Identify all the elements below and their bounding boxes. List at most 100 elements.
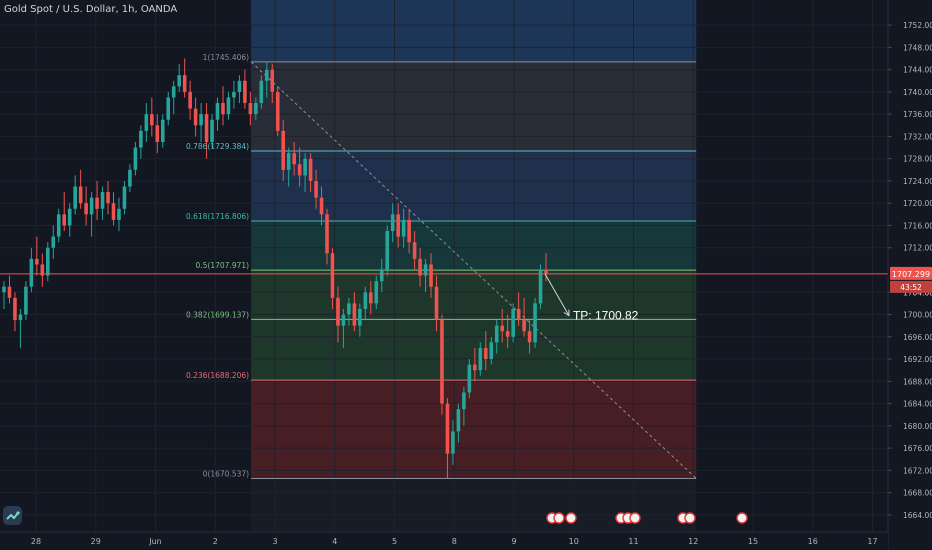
price-axis[interactable]: 1752.000 1748.000 1744.000 1740.000 1736.000…: [887, 0, 932, 550]
candle: [527, 320, 532, 354]
candle-body: [182, 75, 187, 92]
candle: [297, 147, 302, 187]
price-tick-label: 1712.000: [903, 244, 932, 253]
candle: [516, 292, 521, 326]
candle: [434, 275, 439, 332]
candle: [62, 192, 67, 232]
fib-zone: [251, 270, 697, 320]
candle: [226, 91, 231, 120]
candle: [150, 97, 154, 137]
candle-body: [29, 258, 34, 287]
economic-event-marker: [736, 512, 748, 524]
candle: [155, 114, 160, 154]
candle-body: [24, 286, 28, 315]
time-axis[interactable]: 28 29 Jun 2 3 4 5 8 9 10 11 12 15 16 17: [0, 531, 888, 550]
economic-event-marker: [553, 512, 565, 524]
candle-body: [341, 314, 346, 326]
candle: [237, 75, 242, 104]
candle: [292, 142, 296, 176]
candle-body: [139, 130, 143, 148]
candle: [275, 86, 280, 137]
candle-body: [67, 208, 72, 226]
candle: [13, 292, 17, 332]
fib-zone: [251, 380, 697, 479]
candle: [363, 286, 368, 321]
candle: [24, 281, 28, 321]
candle-body: [204, 114, 209, 142]
candle: [451, 420, 455, 465]
fib-level-label: 0.382(1699.137): [186, 310, 249, 319]
candle-body: [166, 97, 171, 120]
candle: [330, 247, 335, 309]
time-axis-bg[interactable]: [0, 532, 888, 550]
fib-level-label: 1(1745.406): [203, 53, 249, 62]
fib-zone: [251, 150, 697, 221]
candle: [188, 80, 192, 120]
price-tick-label: 1748.000: [903, 43, 932, 52]
candle-body: [292, 153, 296, 165]
candle-body: [51, 236, 56, 248]
price-tick-label: 1736.000: [903, 110, 932, 119]
price-tick-label: 1720.000: [903, 199, 932, 208]
candle-body: [56, 214, 61, 237]
candle-body: [259, 80, 264, 104]
candle: [128, 164, 132, 193]
candle: [193, 97, 198, 137]
candle: [199, 103, 203, 142]
candle-body: [467, 364, 472, 393]
fib-level-label: 0.5(1707.971): [196, 261, 250, 270]
candle-body: [462, 392, 466, 410]
candle-body: [336, 297, 340, 326]
candle: [286, 147, 291, 187]
candle: [215, 97, 220, 131]
candle: [390, 203, 395, 243]
candle-body: [171, 86, 176, 98]
candle-body: [308, 158, 313, 181]
candle-body: [122, 186, 127, 209]
candle-body: [385, 231, 390, 270]
price-tick-label: 1696.000: [903, 333, 932, 342]
candle-body: [325, 214, 329, 254]
candle: [494, 320, 499, 354]
candle-body: [434, 286, 439, 321]
candle-body: [396, 214, 400, 237]
candle: [40, 253, 45, 287]
candle: [336, 286, 340, 343]
candle-body: [374, 281, 379, 304]
candle: [478, 342, 483, 376]
candle: [281, 119, 286, 181]
candle-body: [297, 164, 302, 176]
candle-body: [215, 103, 220, 120]
symbol-title: Gold Spot / U.S. Dollar, 1h, OANDA: [4, 4, 178, 15]
candle-body: [456, 409, 461, 432]
candle-body: [445, 403, 450, 454]
candle-body: [538, 270, 543, 304]
candle: [29, 247, 34, 293]
candle-body: [533, 303, 537, 343]
candle-body: [106, 192, 110, 204]
candle: [308, 153, 313, 193]
candle-body: [264, 69, 269, 81]
candle: [111, 192, 116, 226]
candle-body: [281, 130, 286, 170]
time-tick-label: 11: [628, 537, 638, 546]
candle-body: [84, 203, 88, 215]
candle-body: [248, 103, 253, 115]
candle: [254, 97, 258, 120]
price-tick-label: 1744.000: [903, 66, 932, 75]
candle-body: [232, 91, 236, 98]
candle-body: [193, 108, 198, 126]
candle-body: [221, 103, 225, 115]
candle: [522, 297, 526, 337]
price-tick-label: 1668.000: [903, 489, 932, 498]
candle-body: [494, 325, 499, 343]
candle: [133, 142, 138, 176]
time-tick-label: 3: [272, 537, 277, 546]
candle: [204, 103, 209, 159]
candle-body: [177, 75, 181, 87]
candle: [533, 297, 537, 348]
candle-body: [18, 314, 23, 321]
candle-body: [188, 91, 192, 109]
tradingview-logo-icon[interactable]: [3, 506, 22, 525]
